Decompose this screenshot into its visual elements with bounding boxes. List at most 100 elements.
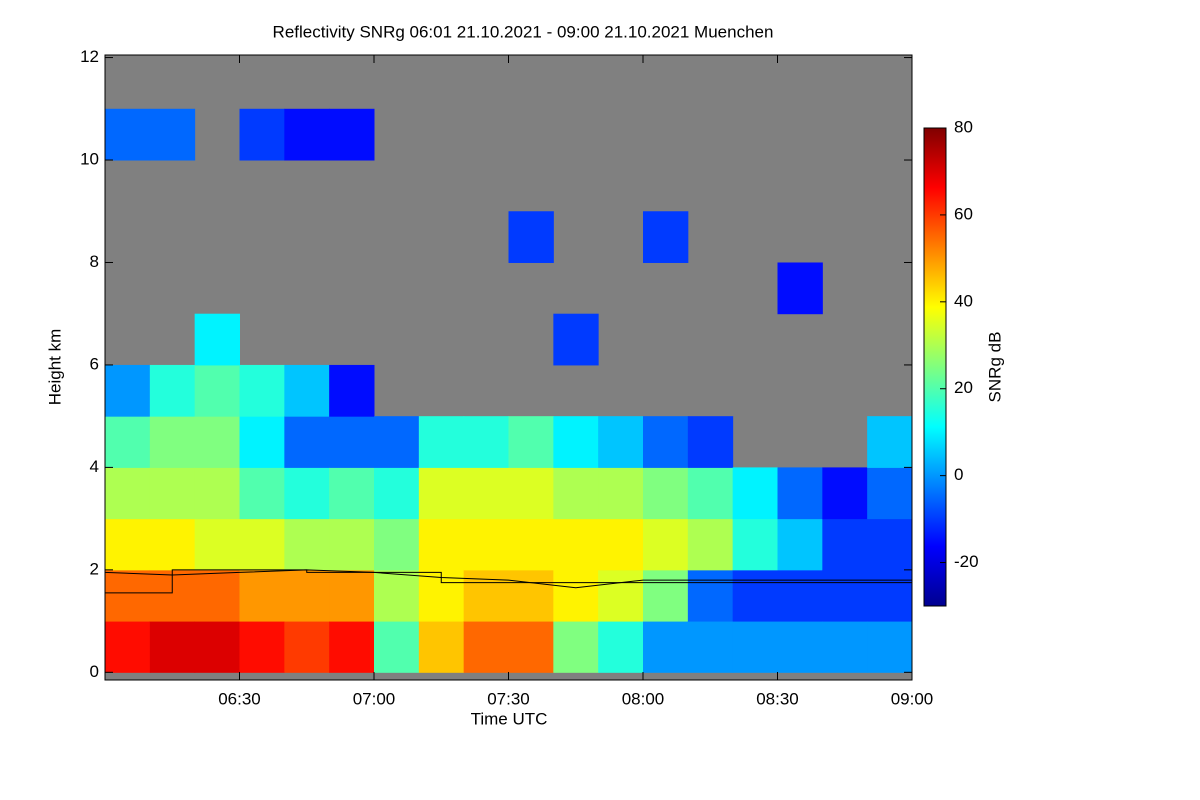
heatmap-cell (374, 569, 420, 622)
heatmap-cell (239, 569, 285, 622)
x-tick-label: 09:00 (891, 689, 934, 708)
x-tick-label: 06:30 (218, 689, 261, 708)
heatmap-cell (329, 467, 375, 520)
heatmap-cell (867, 518, 913, 571)
heatmap-cell (374, 518, 420, 571)
y-tick-label: 8 (90, 252, 99, 271)
heatmap-cell (194, 518, 240, 571)
heatmap-cell (687, 467, 734, 520)
heatmap-cell (732, 518, 778, 571)
heatmap-cell (374, 416, 420, 468)
heatmap-cell (149, 467, 196, 520)
heatmap-cell (732, 467, 778, 520)
heatmap-cell (822, 518, 868, 571)
heatmap-cell (508, 467, 554, 520)
heatmap-cell (463, 518, 509, 571)
colorbar (923, 127, 947, 607)
heatmap-cell (329, 416, 375, 468)
heatmap-cell (194, 569, 240, 622)
heatmap-cell (284, 569, 330, 622)
heatmap-cell (867, 621, 913, 673)
heatmap-cell (194, 467, 240, 520)
heatmap-cell (105, 518, 151, 571)
heatmap-cell (553, 416, 599, 468)
heatmap-cell (329, 569, 375, 622)
heatmap-cell (463, 569, 509, 622)
heatmap-cell (149, 364, 196, 417)
colorbar-tick-label: -20 (954, 552, 979, 571)
heatmap-cell (239, 518, 285, 571)
heatmap-cell (149, 108, 196, 161)
heatmap-cell (284, 416, 330, 468)
boundary-line (104, 569, 912, 589)
heatmap-cell (732, 621, 778, 673)
heatmap-cell (418, 467, 465, 520)
heatmap-cell (553, 518, 599, 571)
heatmap-cell (508, 621, 554, 673)
heatmap-cell (105, 467, 151, 520)
heatmap-cell (687, 416, 734, 468)
heatmap-cell (643, 416, 689, 468)
heatmap-cell (149, 416, 196, 468)
heatmap-cell (598, 569, 644, 622)
heatmap-cell (867, 467, 913, 520)
heatmap-cell (553, 313, 599, 366)
heatmap-cell (239, 108, 285, 161)
heatmap-cell (329, 108, 375, 161)
x-tick-label: 07:00 (353, 689, 396, 708)
heatmap-cell (194, 364, 240, 417)
heatmap-cell (643, 518, 689, 571)
heatmap-cell (418, 518, 465, 571)
colorbar-tick-label: 80 (954, 117, 973, 136)
heatmap-cell (239, 416, 285, 468)
y-axis-label: Height km (45, 329, 64, 406)
boundary-line (105, 569, 912, 594)
x-tick-label: 07:30 (487, 689, 530, 708)
heatmap-cell (194, 416, 240, 468)
heatmap-cell (284, 467, 330, 520)
heatmap-cell (553, 467, 599, 520)
heatmap-cell (284, 364, 330, 417)
heatmap-cell (687, 621, 734, 673)
heatmap-cell (553, 569, 599, 622)
heatmap-cell (374, 467, 420, 520)
heatmap-cell (329, 621, 375, 673)
heatmap-cell (777, 569, 823, 622)
heatmap-cell (643, 467, 689, 520)
colorbar-tick-label: 20 (954, 378, 973, 397)
heatmap-cell (105, 364, 151, 417)
heatmap-cell (598, 621, 644, 673)
heatmap-cell (284, 518, 330, 571)
y-tick-label: 4 (90, 457, 99, 476)
heatmap-cell (732, 569, 778, 622)
heatmap-cell (418, 416, 465, 468)
y-tick-label: 6 (90, 354, 99, 373)
colorbar-tick-label: 40 (954, 291, 973, 310)
heatmap-cell (194, 313, 240, 366)
heatmap-cell (598, 518, 644, 571)
y-tick-label: 10 (80, 150, 99, 169)
heatmap-cell (463, 416, 509, 468)
heatmap-cell (508, 518, 554, 571)
heatmap-cell (867, 416, 913, 468)
heatmap-cell (777, 518, 823, 571)
heatmap-cell (463, 467, 509, 520)
heatmap-cell (149, 518, 196, 571)
heatmap-cell (598, 467, 644, 520)
chart-title: Reflectivity SNRg 06:01 21.10.2021 - 09:… (273, 22, 774, 41)
heatmap-cell (553, 621, 599, 673)
heatmap-cell (329, 518, 375, 571)
heatmap-cell (687, 518, 734, 571)
heatmap-cell (284, 108, 330, 161)
heatmap-cell (508, 569, 554, 622)
colorbar-tick-label: 60 (954, 204, 973, 223)
heatmap-cell (867, 569, 913, 622)
heatmap-cell (418, 621, 465, 673)
heatmap-cell (374, 621, 420, 673)
x-axis-label: Time UTC (471, 709, 548, 728)
heatmap-cell (149, 621, 196, 673)
heatmap-cell (643, 621, 689, 673)
heatmap-cell (239, 364, 285, 417)
heatmap-cell (687, 569, 734, 622)
heatmap-cell (329, 364, 375, 417)
